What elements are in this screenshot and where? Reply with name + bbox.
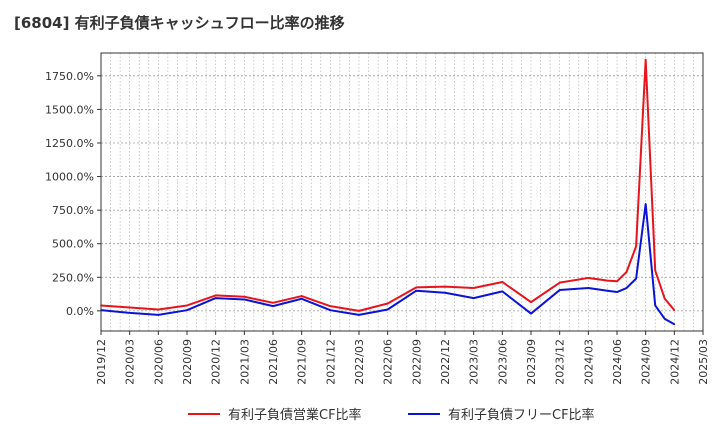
y-tick-label: 500.0% <box>52 238 94 251</box>
data-point <box>501 281 504 283</box>
data-point <box>597 278 599 281</box>
data-point <box>606 289 609 292</box>
data-point <box>472 287 475 289</box>
x-tick-label: 2022/09 <box>410 339 423 385</box>
data-point <box>501 290 504 293</box>
legend-label-2: 有利子負債フリーCF比率 <box>448 407 595 423</box>
legend-layer: 有利子負債営業CF比率 有利子負債フリーCF比率 <box>188 407 595 423</box>
data-point <box>358 310 360 312</box>
y-tick-label: 0.0% <box>66 305 94 318</box>
x-tick-label: 2020/09 <box>181 339 194 385</box>
x-tick-label: 2024/06 <box>611 339 624 385</box>
x-tick-label: 2020/12 <box>210 339 223 385</box>
y-tick-label: 250.0% <box>52 271 94 284</box>
data-point <box>386 308 389 311</box>
data-point <box>644 203 647 205</box>
data-point <box>214 294 217 297</box>
data-point <box>243 298 246 301</box>
x-tick-label: 2023/06 <box>496 339 509 385</box>
x-tick-label: 2024/09 <box>640 339 653 385</box>
data-point <box>472 297 475 299</box>
chart-title: [6804] 有利子負債キャッシュフロー比率の推移 <box>14 14 345 32</box>
x-tick-label: 2023/03 <box>468 339 481 385</box>
data-point <box>616 280 618 283</box>
y-tick-label: 1000.0% <box>45 171 94 184</box>
data-point <box>587 277 590 279</box>
data-point <box>415 286 418 289</box>
x-tick-label: 2021/03 <box>238 339 251 385</box>
x-tick-label: 2020/03 <box>124 339 137 385</box>
data-point <box>635 245 637 248</box>
data-point <box>530 312 532 315</box>
x-tick-label: 2022/03 <box>353 339 366 385</box>
data-point <box>272 305 274 307</box>
grid-layer <box>100 53 704 331</box>
plot-frame <box>100 52 704 332</box>
data-point <box>329 309 332 311</box>
data-point <box>597 288 599 291</box>
data-point <box>625 287 628 289</box>
data-point <box>415 289 418 292</box>
data-point <box>243 295 246 298</box>
x-tick-label: 2025/03 <box>697 339 710 385</box>
data-point <box>186 309 188 311</box>
data-point <box>654 269 657 272</box>
data-point <box>444 285 446 288</box>
data-point <box>444 291 446 294</box>
series-layer <box>100 58 676 326</box>
x-tick-label: 2022/12 <box>439 339 452 385</box>
data-point <box>606 279 609 282</box>
x-tick-label: 2023/09 <box>525 339 538 385</box>
x-tick-label: 2019/12 <box>95 339 108 385</box>
data-point <box>616 291 618 293</box>
data-point <box>530 301 532 303</box>
x-tick-label: 2021/06 <box>267 339 280 385</box>
data-point <box>157 308 160 311</box>
x-tick-label: 2023/12 <box>554 339 567 385</box>
axis-layer: 0.0% 250.0% 500.0% 750.0% 1000.0% 1250.0% 1500… <box>45 52 710 385</box>
data-point <box>654 304 657 307</box>
data-point <box>128 306 131 309</box>
data-point <box>300 297 303 300</box>
data-point <box>635 277 637 280</box>
series-line-1 <box>100 58 676 312</box>
data-point <box>558 289 561 291</box>
data-point <box>663 318 666 320</box>
data-point <box>587 287 590 289</box>
y-tick-label: 1250.0% <box>45 137 94 150</box>
x-tick-label: 2020/06 <box>152 339 165 385</box>
x-tick-label: 2021/12 <box>324 339 337 385</box>
x-tick-label: 2024/03 <box>582 339 595 385</box>
x-tick-label: 2024/12 <box>668 339 681 385</box>
data-point <box>673 309 676 311</box>
x-tick-label: 2022/06 <box>382 339 395 385</box>
data-point <box>644 58 647 61</box>
data-point <box>625 271 628 273</box>
data-point <box>358 314 360 316</box>
legend-label-1: 有利子負債営業CF比率 <box>228 407 362 423</box>
data-point <box>272 301 274 304</box>
y-tick-label: 1750.0% <box>45 70 94 83</box>
data-point <box>157 314 160 316</box>
y-tick-label: 750.0% <box>52 204 94 217</box>
data-point <box>329 305 332 307</box>
data-point <box>673 323 676 326</box>
data-point <box>386 302 389 305</box>
data-point <box>558 281 561 284</box>
x-tick-label: 2021/09 <box>296 339 309 385</box>
data-point <box>128 312 131 314</box>
data-point <box>214 297 217 299</box>
data-point <box>300 295 303 297</box>
data-point <box>663 297 666 300</box>
y-tick-label: 1500.0% <box>45 103 94 116</box>
data-point <box>186 304 188 307</box>
